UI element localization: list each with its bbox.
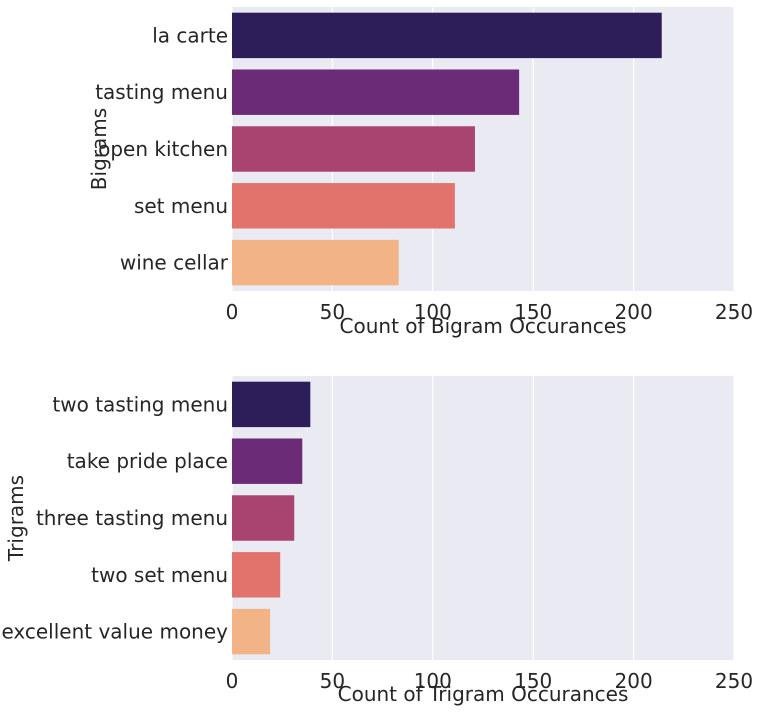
x-tick-label: 200 [615,669,653,693]
y-axis-label: Trigrams [4,475,28,562]
x-axis-label: Count of Bigram Occurances [340,314,627,338]
category-label: tasting menu [95,80,228,104]
category-label: wine cellar [120,251,229,275]
category-label: la carte [152,23,228,47]
x-tick-label: 200 [615,300,653,324]
x-tick-label: 50 [320,300,345,324]
category-label: open kitchen [98,137,228,161]
bar [232,552,281,598]
bar [232,381,311,428]
bar [232,12,662,59]
x-tick-label: 150 [514,300,552,324]
bar [232,126,475,172]
bar [232,438,303,484]
x-tick-label: 250 [715,300,753,324]
bar [232,495,295,541]
plot-background [232,376,734,660]
x-tick-label: 100 [414,300,452,324]
bar [232,608,271,655]
category-label: two set menu [91,563,228,587]
x-tick-label: 0 [226,300,239,324]
chart-panel-bigrams: 0 50 100 150 200 250 la carte tasting menu open … [87,7,753,338]
x-tick-label: 150 [514,669,552,693]
chart-panel-trigrams: 0 50 100 150 200 250 two tasting menu take prid… [1,376,753,706]
y-axis-label: Bigrams [87,108,111,190]
x-tick-label: 50 [320,669,345,693]
category-label: excellent value money [1,620,228,644]
bar [232,239,399,286]
category-label: set menu [134,194,228,218]
category-label: two tasting menu [52,392,228,416]
bar [232,183,455,229]
bar [232,69,520,115]
category-label: take pride place [67,449,228,473]
x-tick-label: 0 [226,669,239,693]
x-tick-label: 100 [414,669,452,693]
x-tick-label: 250 [715,669,753,693]
category-label: three tasting menu [36,506,228,530]
x-axis-label: Count of Trigram Occurances [338,682,629,706]
